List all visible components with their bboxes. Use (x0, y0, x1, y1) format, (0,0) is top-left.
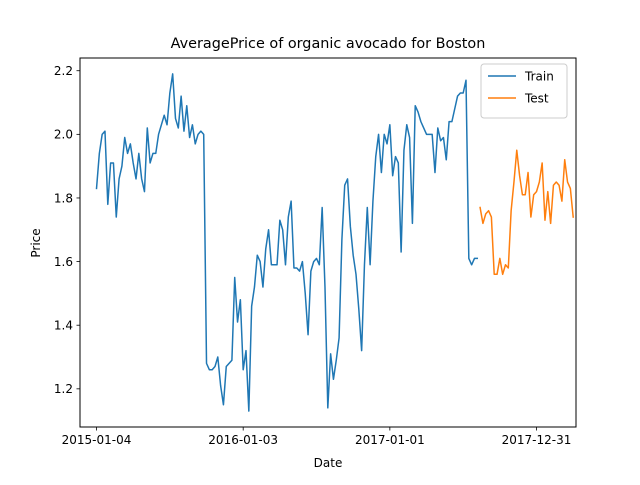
y-tick-label: 1.2 (54, 382, 73, 396)
series-line-train (95, 73, 479, 412)
x-axis-label: Date (314, 456, 343, 470)
y-axis: 1.2 1.4 1.6 1.8 2.0 2.2 (54, 64, 80, 396)
legend-box (480, 63, 568, 119)
legend-label-train: Train (524, 69, 554, 83)
y-tick-label: 1.8 (54, 191, 73, 205)
y-tick-label: 1.4 (54, 319, 73, 333)
y-axis-label: Price (29, 228, 43, 257)
x-tick-label: 2017-01-01 (355, 433, 425, 447)
y-tick-label: 1.6 (54, 255, 73, 269)
legend-label-test: Test (524, 91, 549, 105)
chart-title: AveragePrice of organic avocado for Bost… (171, 36, 486, 52)
legend: Train Test (480, 63, 568, 119)
x-tick-label: 2015-01-04 (62, 433, 132, 447)
y-tick-label: 2.0 (54, 128, 73, 142)
x-axis: 2015-01-04 2016-01-03 2017-01-01 2017-12-31 (62, 427, 572, 447)
y-tick-label: 2.2 (54, 64, 73, 78)
x-tick-label: 2017-12-31 (502, 433, 572, 447)
series-line-test (479, 149, 574, 276)
series-layer (95, 73, 574, 412)
x-tick-label: 2016-01-03 (208, 433, 278, 447)
plot-frame (79, 57, 577, 428)
